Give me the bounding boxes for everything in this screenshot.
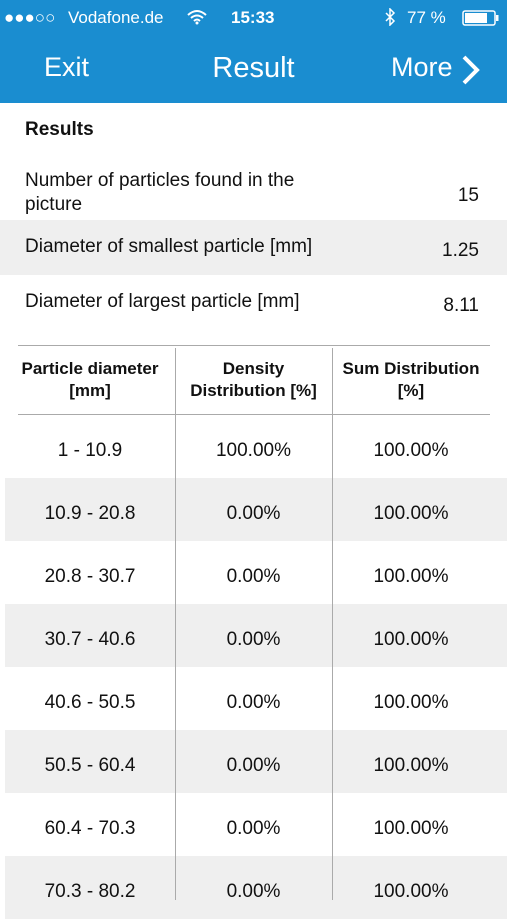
nav-title: Result — [212, 52, 295, 84]
table-cell: 0.00% — [226, 880, 281, 902]
table-row: 30.7 - 40.6 0.00% 100.00% — [5, 604, 507, 667]
result-label: Diameter of largest particle [mm] — [25, 291, 300, 312]
table-cell: 1 - 10.9 — [57, 439, 123, 461]
table-cell: 50.5 - 60.4 — [44, 754, 136, 776]
chevron-icon[interactable] — [459, 54, 483, 86]
result-row: Number of particles found in the picture… — [0, 165, 507, 220]
table-header: Particle diameter [mm] Density Distributi… — [5, 346, 507, 414]
wifi-icon — [187, 10, 207, 25]
table-row: 40.6 - 50.5 0.00% 100.00% — [5, 667, 507, 730]
result-value: 8.11 — [443, 295, 479, 316]
result-label: Number of particles found in the picture — [25, 170, 295, 215]
table-cell: 100.00% — [373, 880, 449, 902]
battery-level: 77 % — [407, 8, 446, 27]
table-cell: 60.4 - 70.3 — [44, 817, 136, 839]
signal: ●●●○○ — [4, 8, 56, 27]
header-line — [18, 414, 490, 415]
column-divider — [175, 348, 176, 900]
column-divider — [332, 348, 333, 900]
table-row: 10.9 - 20.8 0.00% 100.00% — [5, 478, 507, 541]
battery-icon — [462, 10, 499, 26]
table-cell: 20.8 - 30.7 — [44, 565, 136, 587]
carrier: Vodafone.de — [68, 8, 164, 27]
table-cell: 100.00% — [373, 691, 449, 713]
table-cell: 30.7 - 40.6 — [44, 628, 136, 650]
table-cell: 10.9 - 20.8 — [44, 502, 136, 524]
time: 15:33 — [231, 8, 275, 27]
result-row: Diameter of smallest particle [mm] 1.25 — [0, 220, 507, 275]
header-cell: Density Distribution [%] — [190, 359, 317, 400]
table-cell: 100.00% — [373, 439, 449, 461]
header-cell: Sum Distribution [%] — [342, 359, 480, 400]
table-row: 50.5 - 60.4 0.00% 100.00% — [5, 730, 507, 793]
exit-button[interactable]: Exit — [44, 52, 90, 82]
table-cell: 100.00% — [215, 439, 291, 461]
table-cell: 0.00% — [226, 691, 281, 713]
table-row: 70.3 - 80.2 0.00% 100.00% — [5, 856, 507, 919]
table-cell: 0.00% — [226, 565, 281, 587]
table-top-line — [18, 345, 490, 346]
table-cell: 0.00% — [226, 817, 281, 839]
table-cell: 70.3 - 80.2 — [44, 880, 136, 902]
header-bar: ●●●○○ Vodafone.de 15:33 77 % Exit Result… — [0, 0, 507, 103]
table-cell: 100.00% — [373, 565, 449, 587]
table-row: 60.4 - 70.3 0.00% 100.00% — [5, 793, 507, 856]
table-row: 1 - 10.9 100.00% 100.00% — [5, 415, 507, 478]
table-cell: 0.00% — [226, 628, 281, 650]
more-button[interactable]: More — [391, 52, 453, 82]
result-label: Diameter of smallest particle [mm] — [25, 236, 313, 257]
table-cell: 40.6 - 50.5 — [44, 691, 136, 713]
results-heading: Results — [25, 119, 94, 140]
table-cell: 100.00% — [373, 502, 449, 524]
result-value: 15 — [457, 185, 479, 206]
table-cell: 0.00% — [226, 502, 281, 524]
header-cell: Particle diameter [mm] — [21, 359, 159, 400]
table-cell: 100.00% — [373, 754, 449, 776]
table-cell: 0.00% — [226, 754, 281, 776]
result-value: 1.25 — [442, 240, 479, 261]
result-row: Diameter of largest particle [mm] 8.11 — [0, 275, 507, 330]
table-cell: 100.00% — [373, 628, 449, 650]
table-cell: 100.00% — [373, 817, 449, 839]
table-row: 20.8 - 30.7 0.00% 100.00% — [5, 541, 507, 604]
bluetooth-icon — [385, 8, 396, 26]
